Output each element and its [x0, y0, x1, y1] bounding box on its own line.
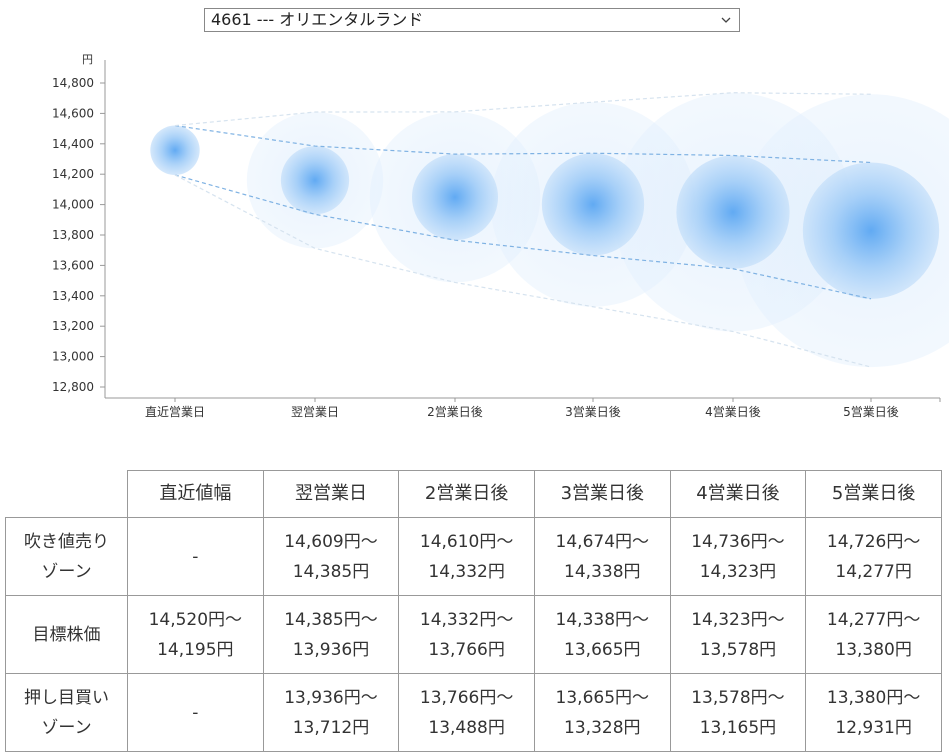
- table-header-blank: [5, 470, 128, 518]
- table-header-cell: 2営業日後: [398, 470, 535, 518]
- y-tick-label: 14,600: [52, 106, 94, 120]
- forecast-chart: 円 12,800 13,000 13,200 13,400 13,600 13,800 14,…: [52, 53, 949, 419]
- table-row: 目標株価 14,520円〜 14,195円 14,385円〜 13,936円 14,332…: [5, 595, 942, 674]
- table-header-row: 直近値幅 翌営業日 2営業日後 3営業日後 4営業日後 5営業日後: [5, 470, 942, 518]
- x-tick-label: 4営業日後: [705, 405, 761, 419]
- target-price-bubble: [802, 162, 940, 299]
- table-cell: -: [127, 517, 264, 596]
- y-tick-label: 13,800: [52, 228, 94, 242]
- x-tick-label: 直近営業日: [145, 405, 205, 419]
- table-header-cell: 4営業日後: [669, 470, 807, 518]
- x-tick-label: 翌営業日: [291, 405, 339, 419]
- table-cell: 13,380円〜 12,931円: [805, 673, 942, 752]
- table-cell: 14,610円〜 14,332円: [398, 517, 535, 596]
- table-row: 押し目買い ゾーン -13,936円〜 13,712円 13,766円〜 13,488円 1…: [5, 673, 942, 752]
- table-header-cell: 翌営業日: [262, 470, 400, 518]
- table-cell: 14,323円〜 13,578円: [669, 595, 807, 674]
- row-label: 目標株価: [5, 595, 128, 674]
- target-high-line: [174, 124, 872, 164]
- table-cell: 13,766円〜 13,488円: [398, 673, 535, 752]
- stock-selector-value: 4661 --- オリエンタルランド: [211, 10, 424, 29]
- y-tick-label: 13,600: [52, 258, 94, 272]
- target-low-line: [174, 174, 872, 300]
- y-tick-label: 14,400: [52, 137, 94, 151]
- table-cell: 14,332円〜 13,766円: [398, 595, 535, 674]
- table-row: 吹き値売り ゾーン -14,609円〜 14,385円 14,610円〜 14,332円 1…: [5, 517, 942, 596]
- table-cell: -: [127, 673, 264, 752]
- y-tick-label: 13,400: [52, 289, 94, 303]
- y-tick-label: 12,800: [52, 380, 94, 394]
- y-tick-label: 14,800: [52, 76, 94, 90]
- stock-selector[interactable]: 4661 --- オリエンタルランド: [204, 8, 740, 32]
- x-tick-label: 2営業日後: [427, 405, 483, 419]
- table-cell: 14,674円〜 14,338円: [533, 517, 671, 596]
- x-tick-label: 5営業日後: [843, 405, 899, 419]
- table-cell: 14,277円〜 13,380円: [805, 595, 942, 674]
- table-cell: 14,609円〜 14,385円: [262, 517, 400, 596]
- row-label: 吹き値売り ゾーン: [5, 517, 128, 596]
- table-header-cell: 3営業日後: [533, 470, 671, 518]
- y-axis-unit: 円: [82, 53, 93, 66]
- target-price-bubble: [411, 154, 499, 241]
- table-cell: 13,665円〜 13,328円: [533, 673, 671, 752]
- y-tick-label: 14,200: [52, 167, 94, 181]
- row-label: 押し目買い ゾーン: [5, 673, 128, 752]
- target-price-bubble: [676, 155, 790, 269]
- target-price-bubble: [541, 153, 645, 256]
- table-cell: 14,736円〜 14,323円: [669, 517, 807, 596]
- table-cell: 14,385円〜 13,936円: [262, 595, 400, 674]
- table-cell: 14,726円〜 14,277円: [805, 517, 942, 596]
- table-cell: 13,936円〜 13,712円: [262, 673, 400, 752]
- target-price-bubble: [150, 125, 200, 175]
- outer-low-line: [174, 174, 872, 368]
- table-cell: 14,338円〜 13,665円: [533, 595, 671, 674]
- table-header-cell: 直近値幅: [127, 470, 264, 518]
- forecast-zone-table: 直近値幅 翌営業日 2営業日後 3営業日後 4営業日後 5営業日後 吹き値売り ゾーン -14…: [5, 470, 942, 752]
- target-price-bubble: [280, 146, 350, 215]
- table-header-cell: 5営業日後: [805, 470, 942, 518]
- outer-high-line: [174, 92, 872, 127]
- table-cell: 13,578円〜 13,165円: [669, 673, 807, 752]
- chevron-down-icon: [721, 17, 731, 23]
- y-tick-label: 14,000: [52, 198, 94, 212]
- y-tick-label: 13,000: [52, 350, 94, 364]
- y-tick-label: 13,200: [52, 319, 94, 333]
- x-tick-label: 3営業日後: [565, 405, 621, 419]
- table-cell: 14,520円〜 14,195円: [127, 595, 264, 674]
